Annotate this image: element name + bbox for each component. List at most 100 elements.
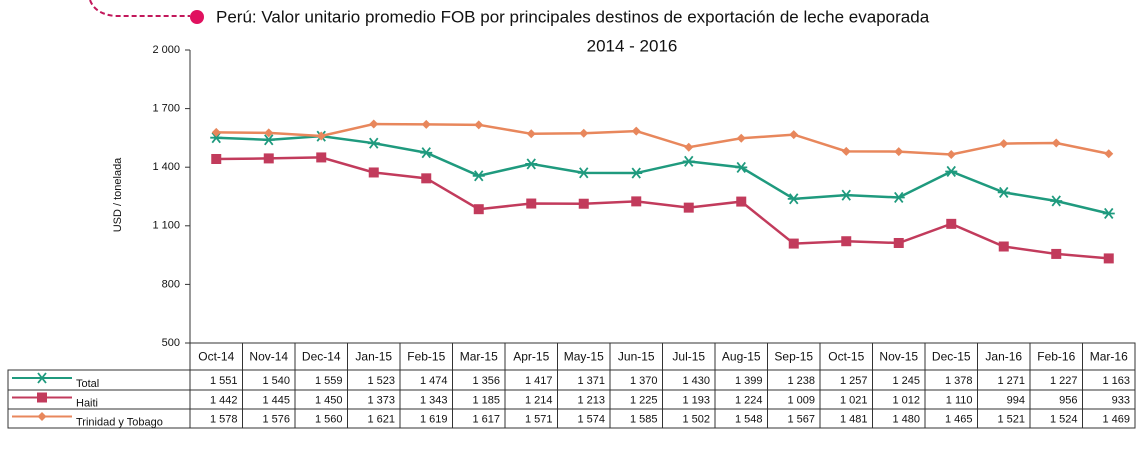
x-tick-label: Apr-15 (513, 350, 549, 364)
table-value: 1 524 (1050, 413, 1078, 425)
table-value: 1 012 (892, 394, 920, 406)
marker (946, 150, 956, 160)
table-value: 1 257 (840, 375, 868, 387)
marker (474, 120, 484, 130)
x-tick-label: Nov-15 (879, 350, 918, 364)
marker (684, 142, 694, 152)
y-tick-label: 500 (162, 337, 180, 349)
table-value: 1 245 (892, 375, 920, 387)
marker (841, 146, 851, 156)
series-line (216, 134, 1110, 215)
x-tick-label: Sep-15 (774, 350, 813, 364)
table-value: 1 567 (787, 413, 815, 425)
marker (263, 153, 274, 164)
chart-subtitle: 2014 - 2016 (587, 36, 678, 55)
x-tick-label: Jan-16 (985, 350, 1022, 364)
marker (473, 204, 484, 215)
table-value: 1 551 (210, 375, 238, 387)
marker (262, 134, 275, 146)
x-tick-label: Aug-15 (722, 350, 761, 364)
table-value: 1 430 (682, 375, 710, 387)
y-tick-label: 2 000 (152, 44, 180, 56)
x-tick-label: Feb-15 (407, 350, 445, 364)
table-value: 1 576 (262, 413, 290, 425)
table-value: 1 559 (315, 375, 343, 387)
x-tick-label: Dec-15 (932, 350, 971, 364)
marker (892, 191, 905, 204)
table-value: 1 571 (525, 413, 553, 425)
x-tick-label: Dec-14 (302, 350, 341, 364)
marker (577, 167, 590, 179)
table-value: 1 465 (945, 413, 973, 425)
marker (1104, 149, 1114, 159)
marker (1051, 138, 1061, 148)
marker (736, 196, 747, 207)
decor-dot (190, 10, 204, 24)
marker (1050, 195, 1063, 207)
x-tick-label: Feb-16 (1037, 350, 1075, 364)
marker (368, 167, 379, 178)
marker (1102, 207, 1115, 220)
table-value: 1 521 (997, 413, 1025, 425)
table-value: 1 193 (682, 394, 710, 406)
marker (37, 392, 47, 403)
marker (683, 202, 694, 213)
table-value: 1 548 (735, 413, 763, 425)
table-value: 1 399 (735, 375, 763, 387)
table-value: 1 021 (840, 394, 868, 406)
legend-label: Trinidad y Tobago (76, 416, 163, 428)
table-value: 1 560 (315, 413, 343, 425)
marker (37, 412, 47, 421)
marker (789, 130, 799, 140)
table-value: 1 617 (472, 413, 500, 425)
marker (526, 198, 537, 209)
marker (788, 238, 799, 249)
marker (997, 186, 1010, 198)
marker (316, 152, 327, 163)
table-value: 1 621 (367, 413, 395, 425)
table-value: 1 585 (630, 413, 658, 425)
x-tick-label: May-15 (564, 350, 604, 364)
marker (630, 167, 643, 179)
marker (735, 161, 748, 173)
x-tick-label: Jan-15 (355, 350, 392, 364)
table-value: 1 227 (1050, 375, 1078, 387)
y-tick-label: 1 100 (152, 220, 180, 232)
table-value: 1 238 (787, 375, 815, 387)
marker (211, 153, 222, 164)
legend-label: Total (76, 378, 99, 390)
chart-title: Perú: Valor unitario promedio FOB por pr… (216, 7, 930, 26)
table-value: 956 (1059, 394, 1077, 406)
marker (998, 241, 1009, 252)
marker (841, 236, 852, 247)
table-value: 933 (1112, 394, 1130, 406)
marker (631, 196, 642, 207)
marker (367, 137, 380, 149)
marker (1051, 248, 1062, 259)
table-value: 1 523 (367, 375, 395, 387)
table-value: 1 373 (367, 394, 395, 406)
marker (472, 170, 485, 182)
marker (840, 189, 853, 201)
table-value: 1 371 (577, 375, 605, 387)
decor-connector (89, 0, 190, 17)
table-value: 1 271 (997, 375, 1025, 387)
marker (369, 119, 379, 129)
table-value: 1 224 (735, 394, 763, 406)
x-tick-label: Nov-14 (249, 350, 288, 364)
marker (316, 131, 326, 141)
x-tick-label: Mar-16 (1090, 350, 1128, 364)
table-value: 1 356 (472, 375, 500, 387)
marker (579, 128, 589, 138)
marker (421, 119, 431, 129)
marker (999, 139, 1009, 149)
marker (736, 133, 746, 143)
table-value: 1 378 (945, 375, 973, 387)
marker (210, 132, 223, 144)
y-tick-label: 1 400 (152, 161, 180, 173)
marker (421, 173, 432, 184)
marker (1103, 253, 1114, 264)
marker (264, 128, 274, 138)
marker (945, 165, 958, 178)
table-value: 1 474 (420, 375, 448, 387)
